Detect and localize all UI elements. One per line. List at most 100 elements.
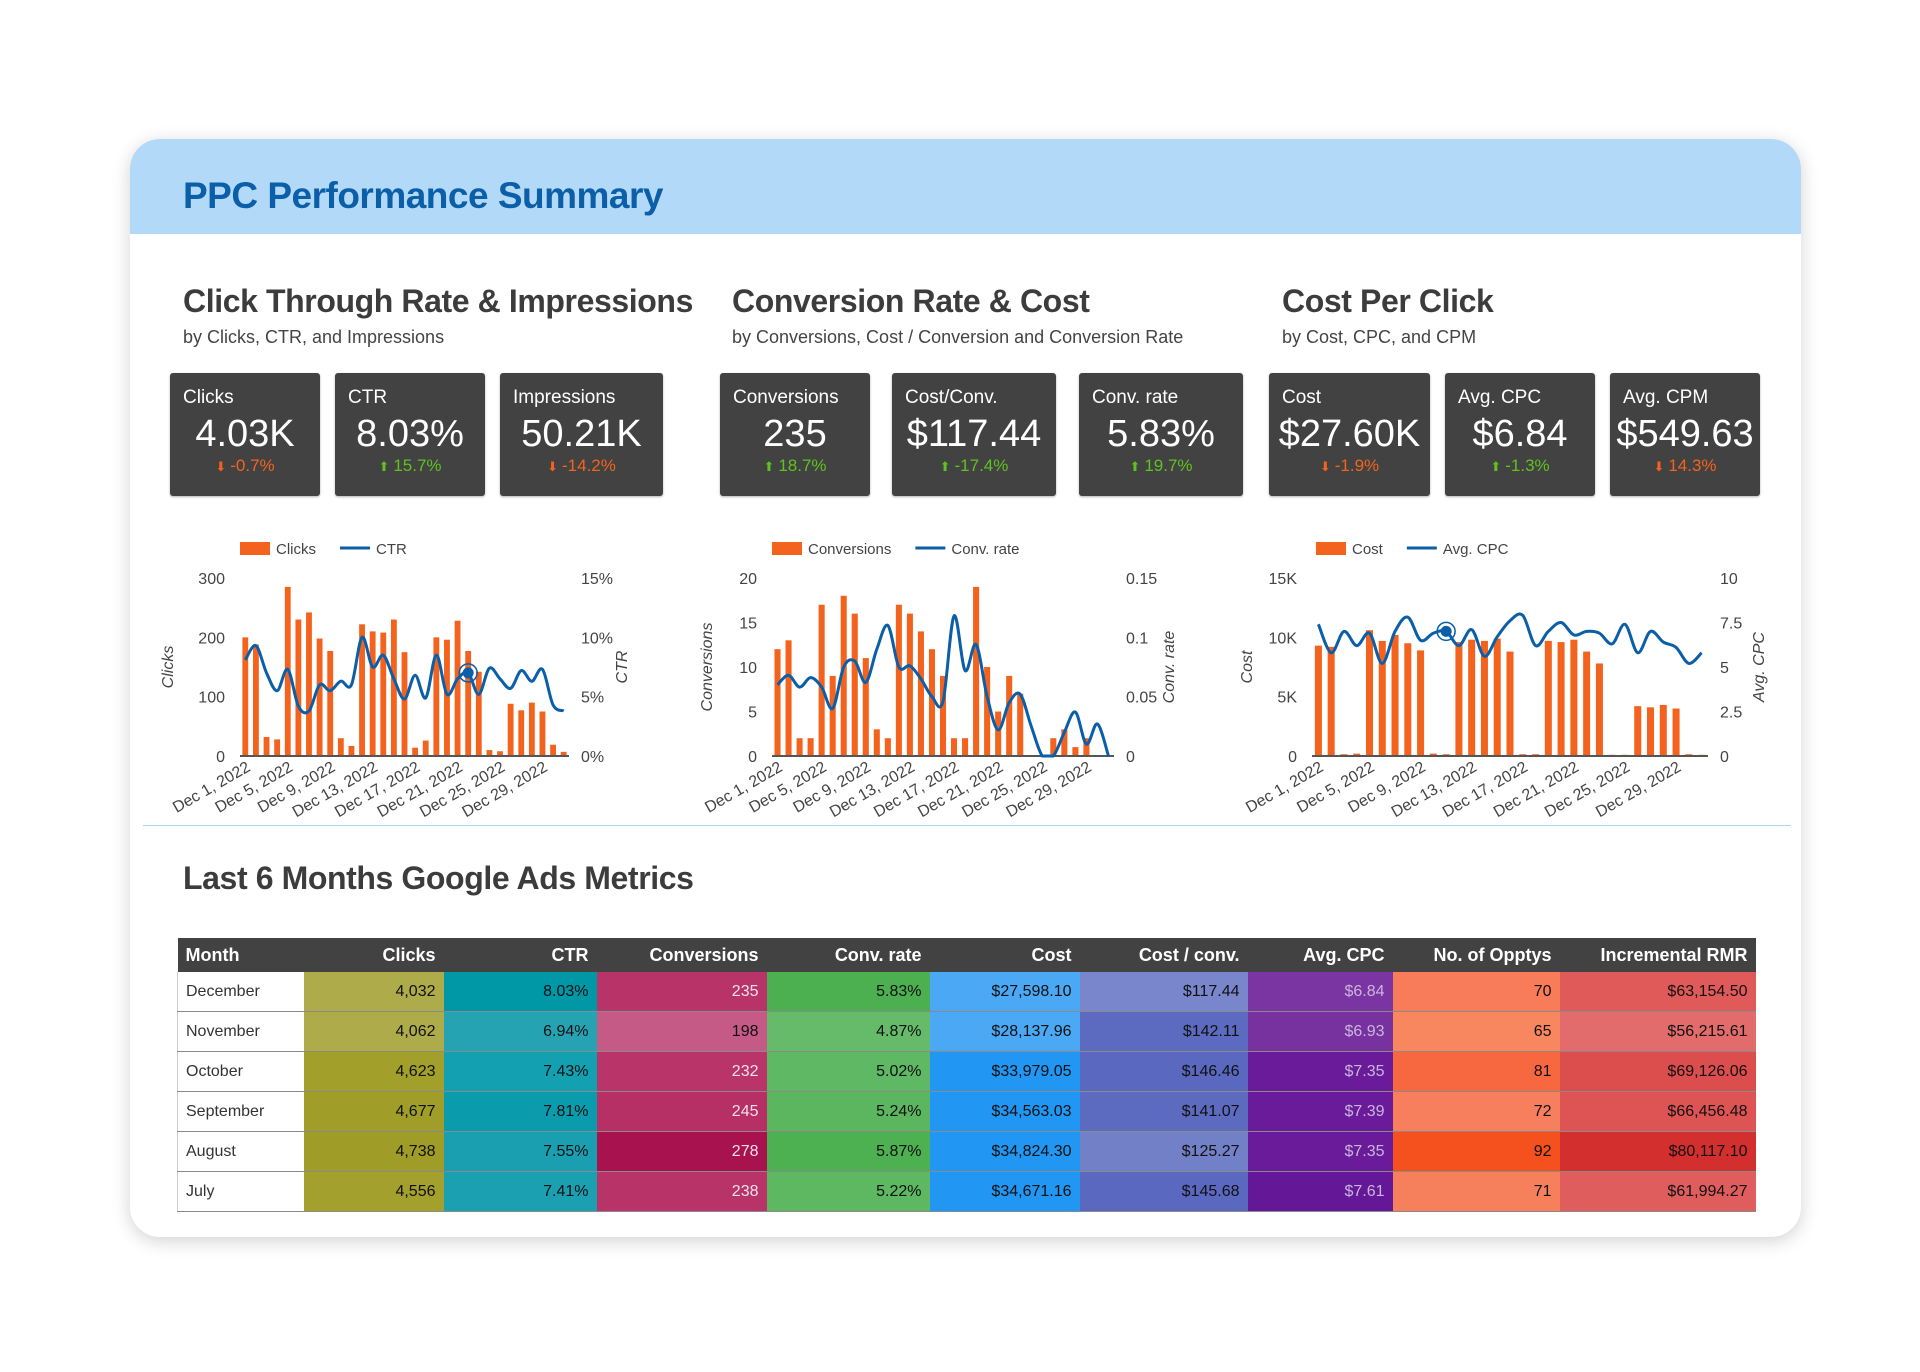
kpi-card-conversions: Conversions 235 ⬆ 18.7%	[720, 373, 870, 496]
table-cell: $6.84	[1247, 972, 1393, 1012]
y2-tick-label: 0	[1720, 749, 1729, 766]
table-cell: 232	[596, 1051, 767, 1092]
kpi-delta: ⬇ 14.3%	[1610, 456, 1760, 476]
bar	[465, 650, 472, 756]
table-cell: $145.68	[1079, 1171, 1248, 1212]
table-header-row: Month Clicks CTR Conversions Conv. rate Cost C…	[177, 938, 1756, 972]
bar	[1455, 642, 1463, 756]
table-cell: $125.27	[1079, 1131, 1248, 1172]
bar	[1327, 646, 1335, 756]
kpi-delta-value: -0.7%	[230, 456, 275, 475]
section-divider	[143, 825, 1791, 826]
bar	[507, 703, 514, 756]
legend-bar-swatch	[240, 542, 270, 555]
legend-bar-swatch	[772, 542, 802, 555]
kpi-card-avg-cpm: Avg. CPM $549.63 ⬇ 14.3%	[1610, 373, 1760, 496]
bar	[862, 658, 869, 756]
y2-tick-label: 10	[1720, 571, 1738, 588]
series-line	[244, 635, 565, 715]
kpi-delta: ⬆ 18.7%	[720, 456, 870, 476]
kpi-card-conv-rate: Conv. rate 5.83% ⬆ 19.7%	[1079, 373, 1243, 496]
y-axis-title: Clicks	[160, 646, 177, 689]
table-cell: $7.61	[1247, 1171, 1393, 1212]
kpi-label: Cost	[1282, 387, 1322, 408]
bar	[295, 619, 302, 756]
y2-tick-label: 0.05	[1126, 690, 1157, 707]
kpi-delta-value: -17.4%	[954, 456, 1009, 475]
arrow-up-icon: ⬆	[378, 459, 390, 474]
column-header[interactable]: Month	[177, 938, 304, 972]
table-cell: $142.11	[1079, 1011, 1248, 1052]
table-cell: $7.35	[1247, 1051, 1393, 1092]
y2-tick-label: 15%	[581, 571, 613, 588]
kpi-delta-value: 19.7%	[1144, 456, 1193, 475]
table-row: November 4,062 6.94% 198 4.87% $28,137.96 $142…	[177, 1011, 1756, 1052]
arrow-down-icon: ⬇	[547, 459, 559, 474]
bar	[785, 640, 792, 756]
table-row: September 4,677 7.81% 245 5.24% $34,563.03 $14…	[177, 1091, 1756, 1132]
kpi-card-cost-conv: Cost/Conv. $117.44 ⬆ -17.4%	[892, 373, 1056, 496]
table-cell: $34,824.30	[929, 1131, 1080, 1172]
table-cell: $69,126.06	[1559, 1051, 1756, 1092]
bar	[433, 637, 440, 756]
bar	[1672, 708, 1680, 756]
bar	[928, 649, 936, 756]
bar	[1493, 638, 1501, 756]
column-header[interactable]: Conv. rate	[766, 938, 930, 972]
bar	[906, 613, 913, 756]
column-header[interactable]: No. of Opptys	[1392, 938, 1560, 972]
bar	[818, 604, 825, 756]
column-header[interactable]: Avg. CPC	[1247, 938, 1393, 972]
bar	[1429, 753, 1437, 756]
table-cell: 278	[596, 1131, 767, 1172]
table-cell: 5.02%	[766, 1051, 930, 1092]
table-cell: 7.81%	[443, 1091, 597, 1132]
table-cell: $6.93	[1247, 1011, 1393, 1052]
column-header[interactable]: Clicks	[303, 938, 444, 972]
legend-bar-swatch	[1316, 542, 1346, 555]
table-cell: August	[177, 1131, 304, 1172]
table-cell: 71	[1392, 1171, 1560, 1212]
y-tick-label: 15	[739, 616, 757, 633]
table-cell: $80,117.10	[1559, 1131, 1756, 1172]
bar	[359, 624, 365, 756]
bar	[1314, 645, 1322, 756]
kpi-delta: ⬇ -14.2%	[500, 456, 663, 476]
column-header[interactable]: Incremental RMR	[1559, 938, 1756, 972]
table-cell: 4.87%	[766, 1011, 930, 1052]
bar	[1468, 639, 1476, 756]
kpi-delta: ⬆ -17.4%	[892, 456, 1056, 476]
table-cell: $34,671.16	[929, 1171, 1080, 1212]
y2-axis-title: Avg. CPC	[1751, 632, 1768, 703]
column-header[interactable]: CTR	[443, 938, 597, 972]
bar	[1506, 651, 1514, 756]
table-cell: 92	[1392, 1131, 1560, 1172]
bar	[263, 737, 270, 756]
y-tick-label: 0	[748, 749, 757, 766]
bar	[1083, 738, 1090, 756]
y2-tick-label: 5%	[581, 690, 604, 707]
table-cell: October	[177, 1051, 304, 1092]
column-header[interactable]: Cost	[929, 938, 1080, 972]
kpi-delta: ⬆ -1.3%	[1445, 456, 1595, 476]
bar	[950, 738, 958, 756]
bar	[917, 631, 924, 756]
bar	[939, 675, 947, 756]
y2-tick-label: 0.1	[1126, 630, 1148, 647]
y2-tick-label: 5	[1720, 660, 1729, 677]
bar	[486, 750, 493, 756]
y2-tick-label: 0	[1126, 749, 1135, 766]
kpi-value: 5.83%	[1107, 413, 1215, 455]
column-header[interactable]: Cost / conv.	[1079, 938, 1248, 972]
bar	[895, 604, 902, 756]
arrow-down-icon: ⬇	[1653, 459, 1665, 474]
column-header[interactable]: Conversions	[596, 938, 767, 972]
bar	[1061, 729, 1068, 756]
table-cell: 7.43%	[443, 1051, 597, 1092]
bar	[1017, 693, 1024, 756]
bar	[1570, 639, 1578, 756]
bar	[528, 702, 535, 756]
bar	[1353, 753, 1361, 756]
bar	[962, 738, 969, 756]
